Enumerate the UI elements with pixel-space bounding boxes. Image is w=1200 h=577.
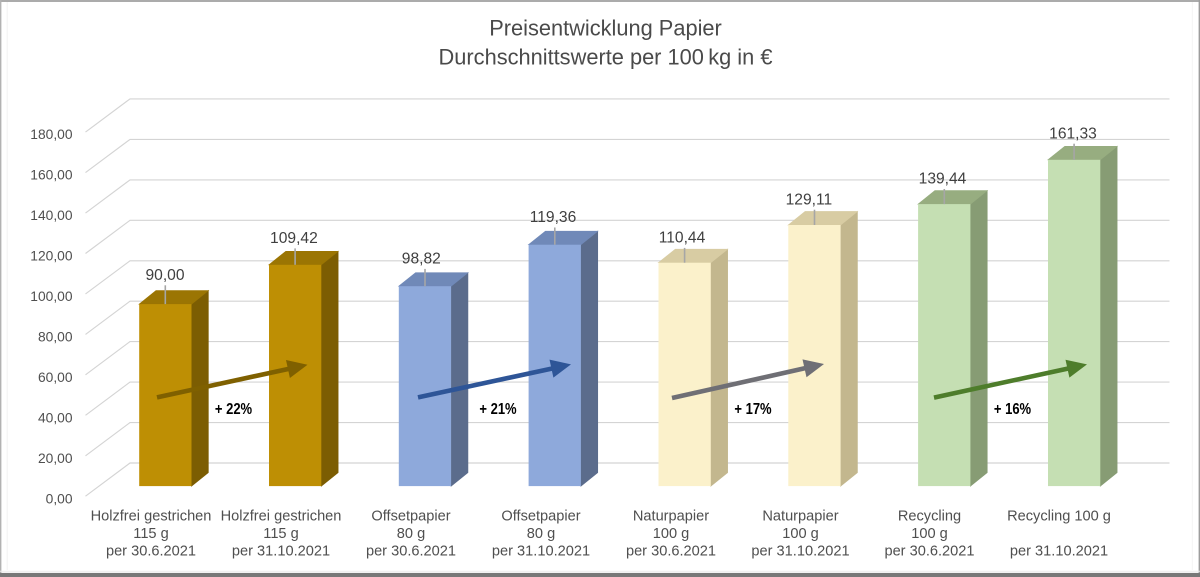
svg-text:100 g: 100 g [782, 526, 819, 542]
svg-text:60,00: 60,00 [38, 370, 73, 385]
svg-text:per 30.6.2021: per 30.6.2021 [884, 544, 974, 560]
svg-text:+ 16%: + 16% [994, 401, 1031, 418]
svg-text:140,00: 140,00 [30, 208, 73, 223]
svg-text:Recycling: Recycling [898, 509, 961, 525]
svg-text:Offsetpapier: Offsetpapier [501, 509, 580, 525]
svg-text:90,00: 90,00 [145, 267, 184, 284]
svg-text:80 g: 80 g [527, 526, 555, 542]
svg-text:110,44: 110,44 [659, 230, 706, 247]
svg-text:180,00: 180,00 [30, 127, 73, 142]
svg-text:100 g: 100 g [653, 526, 690, 542]
svg-text:per 31.10.2021: per 31.10.2021 [1010, 544, 1108, 560]
svg-text:per 31.10.2021: per 31.10.2021 [751, 544, 849, 560]
svg-text:per 30.6.2021: per 30.6.2021 [626, 544, 716, 560]
svg-text:per 30.6.2021: per 30.6.2021 [106, 544, 196, 560]
svg-text:115 g: 115 g [133, 526, 168, 542]
svg-text:Naturpapier: Naturpapier [762, 509, 838, 525]
svg-text:120,00: 120,00 [30, 249, 73, 264]
svg-text:80 g: 80 g [397, 526, 425, 542]
svg-text:Offsetpapier: Offsetpapier [371, 509, 450, 525]
svg-text:115 g: 115 g [263, 526, 298, 542]
svg-text:161,33: 161,33 [1049, 125, 1097, 142]
svg-text:0,00: 0,00 [46, 491, 73, 506]
svg-text:Naturpapier: Naturpapier [633, 509, 709, 525]
svg-text:Holzfrei gestrichen: Holzfrei gestrichen [221, 509, 342, 525]
svg-text:100 g: 100 g [911, 526, 948, 542]
svg-text:100,00: 100,00 [30, 289, 73, 304]
svg-text:20,00: 20,00 [38, 451, 73, 466]
svg-text:Durchschnittswerte per 100 kg: Durchschnittswerte per 100 kg in € [439, 44, 773, 69]
svg-text:160,00: 160,00 [30, 168, 73, 183]
svg-text:40,00: 40,00 [38, 410, 73, 425]
svg-text:per 31.10.2021: per 31.10.2021 [492, 544, 590, 560]
svg-text:119,36: 119,36 [530, 209, 577, 226]
svg-text:Preisentwicklung Papier: Preisentwicklung Papier [489, 15, 722, 40]
svg-text:98,82: 98,82 [402, 251, 441, 268]
svg-text:139,44: 139,44 [919, 171, 967, 188]
svg-text:per 30.6.2021: per 30.6.2021 [366, 544, 456, 560]
svg-text:+ 22%: + 22% [215, 401, 252, 418]
svg-text:+ 17%: + 17% [734, 401, 771, 418]
svg-text:Holzfrei gestrichen: Holzfrei gestrichen [91, 509, 212, 525]
svg-text:+ 21%: + 21% [479, 401, 516, 418]
svg-text:per 31.10.2021: per 31.10.2021 [232, 544, 330, 560]
svg-text:129,11: 129,11 [786, 191, 833, 208]
svg-text:80,00: 80,00 [38, 330, 73, 345]
svg-text:109,42: 109,42 [270, 230, 318, 247]
svg-text:Recycling 100 g: Recycling 100 g [1007, 509, 1111, 525]
